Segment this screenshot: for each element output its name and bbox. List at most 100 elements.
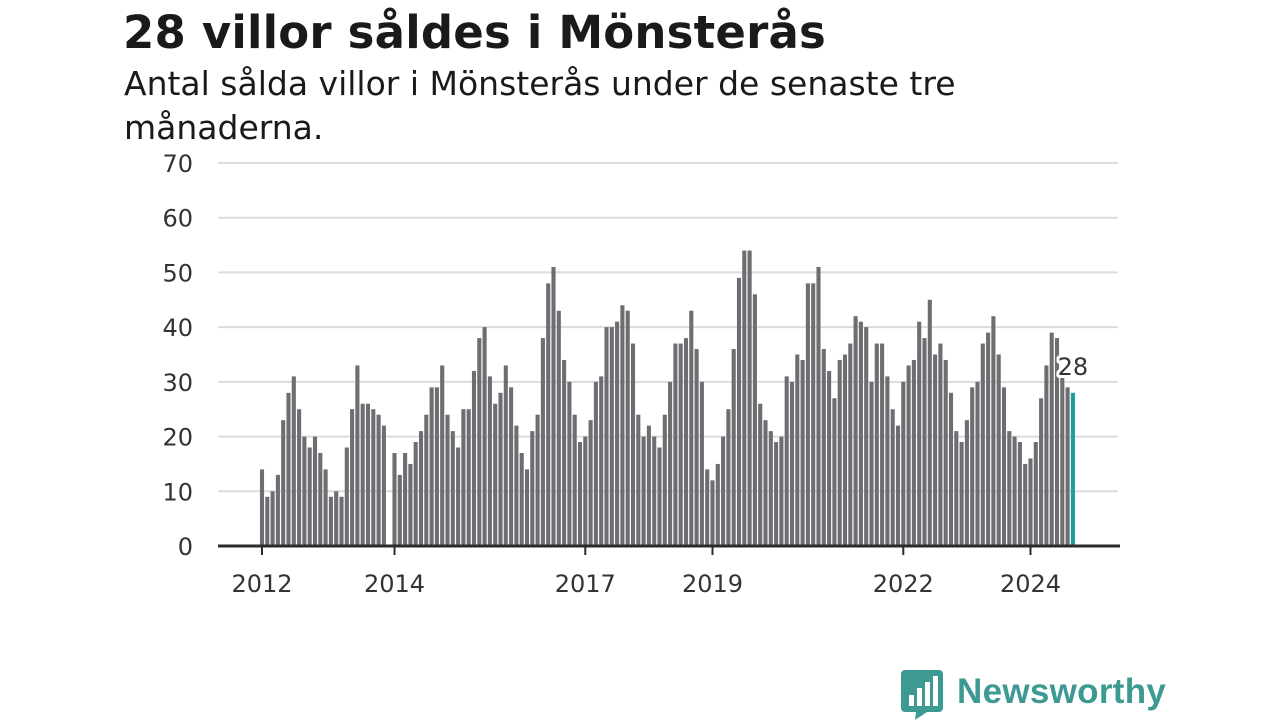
y-tick-label: 40 bbox=[162, 314, 193, 342]
bar bbox=[842, 354, 848, 546]
bar bbox=[376, 414, 381, 546]
bar bbox=[869, 381, 874, 546]
bar bbox=[906, 365, 911, 546]
bar bbox=[938, 343, 943, 546]
bar bbox=[662, 414, 667, 546]
y-tick-label: 50 bbox=[162, 259, 193, 287]
bar bbox=[487, 376, 492, 546]
bar bbox=[641, 436, 646, 546]
bar bbox=[1044, 365, 1049, 546]
y-tick-label: 20 bbox=[162, 424, 193, 452]
bar bbox=[482, 327, 487, 546]
bar bbox=[694, 349, 699, 546]
bar bbox=[625, 310, 630, 546]
x-tick-label: 2024 bbox=[1000, 570, 1061, 598]
bar bbox=[1060, 376, 1065, 546]
bar bbox=[593, 381, 598, 546]
bar bbox=[328, 496, 333, 546]
bar bbox=[970, 387, 975, 546]
bar bbox=[381, 425, 386, 546]
bar bbox=[689, 310, 694, 546]
bar bbox=[980, 343, 985, 546]
bar bbox=[933, 354, 938, 546]
bar bbox=[630, 343, 636, 546]
bar bbox=[1017, 442, 1022, 546]
bar bbox=[318, 452, 323, 546]
bar bbox=[503, 365, 508, 546]
x-tick-label: 2022 bbox=[873, 570, 934, 598]
bar bbox=[297, 409, 302, 546]
x-axis-ticks: 2012 2014 2017 2019 2022 2024 bbox=[231, 546, 1061, 598]
bar bbox=[731, 349, 736, 546]
bar bbox=[562, 359, 567, 546]
bar bbox=[397, 474, 402, 546]
bar bbox=[646, 425, 651, 546]
bar bbox=[811, 283, 816, 546]
bar bbox=[864, 327, 869, 546]
bar bbox=[265, 496, 270, 546]
newsworthy-chart-bubble-icon bbox=[901, 670, 943, 720]
bar bbox=[567, 381, 572, 546]
bar bbox=[392, 452, 397, 546]
x-tick-label: 2012 bbox=[231, 570, 292, 598]
bar bbox=[471, 370, 477, 546]
bar bbox=[519, 452, 524, 546]
value-label-latest: 28 bbox=[1058, 353, 1089, 381]
bar bbox=[1023, 463, 1028, 546]
bar bbox=[360, 403, 365, 546]
bar bbox=[721, 436, 726, 546]
bar bbox=[286, 392, 291, 546]
bar bbox=[323, 469, 328, 546]
bar bbox=[832, 398, 837, 546]
bar bbox=[270, 491, 275, 546]
bar bbox=[964, 420, 969, 546]
bar bbox=[726, 409, 731, 546]
bar bbox=[466, 409, 471, 546]
bar bbox=[445, 414, 450, 546]
bar bbox=[540, 338, 545, 546]
bar bbox=[259, 469, 265, 546]
bar bbox=[948, 392, 954, 546]
bar bbox=[514, 425, 519, 546]
bar bbox=[795, 354, 800, 546]
bar bbox=[975, 381, 980, 546]
bar bbox=[784, 376, 789, 546]
bar bbox=[599, 376, 604, 546]
y-tick-label: 30 bbox=[162, 369, 193, 397]
bar bbox=[715, 463, 720, 546]
bar bbox=[275, 474, 280, 546]
x-tick-label: 2014 bbox=[364, 570, 425, 598]
bar bbox=[874, 343, 879, 546]
y-tick-label: 60 bbox=[162, 205, 193, 233]
x-tick-label: 2019 bbox=[682, 570, 743, 598]
bar bbox=[678, 343, 683, 546]
bar bbox=[403, 452, 408, 546]
bar bbox=[880, 343, 885, 546]
bar bbox=[535, 414, 540, 546]
bar bbox=[763, 420, 768, 546]
bar bbox=[800, 359, 805, 546]
bar bbox=[350, 409, 355, 546]
y-axis-ticks: 0 10 20 30 40 50 60 70 bbox=[162, 150, 193, 561]
bar bbox=[456, 447, 461, 546]
bar bbox=[530, 431, 535, 546]
bar bbox=[408, 463, 413, 546]
chart-subtitle: Antal sålda villor i Mönsterås under de … bbox=[124, 64, 956, 147]
bar bbox=[683, 338, 689, 546]
bar bbox=[758, 403, 763, 546]
bar bbox=[1028, 458, 1033, 546]
bar bbox=[424, 414, 429, 546]
bar bbox=[615, 321, 620, 546]
bar bbox=[291, 376, 296, 546]
bar bbox=[302, 436, 307, 546]
bar bbox=[768, 431, 773, 546]
bar bbox=[604, 327, 609, 546]
bar bbox=[927, 299, 932, 546]
bar bbox=[371, 409, 376, 546]
bar bbox=[943, 359, 948, 546]
bar bbox=[556, 310, 561, 546]
bar bbox=[954, 431, 959, 546]
bar bbox=[1054, 338, 1060, 546]
bar bbox=[588, 420, 593, 546]
